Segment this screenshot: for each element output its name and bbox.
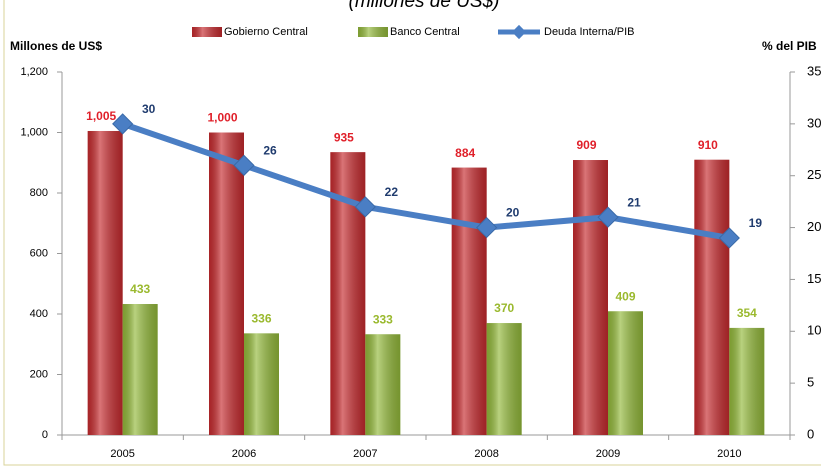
y2-tick-label: 5 (807, 375, 814, 390)
y-tick-label: 400 (30, 308, 48, 320)
data-label: 22 (385, 185, 399, 199)
data-label: 884 (455, 146, 475, 160)
bar-shine (122, 304, 158, 435)
bar-shine (244, 333, 279, 435)
x-tick-label: 2007 (353, 448, 377, 460)
line-marker (233, 154, 255, 176)
bar-shine (573, 160, 608, 435)
data-label: 1,005 (86, 109, 116, 123)
data-label: 433 (130, 282, 150, 296)
data-label: 910 (698, 138, 718, 152)
bar-shine (365, 334, 401, 435)
data-label: 354 (737, 306, 757, 320)
legend-swatch-shine (192, 27, 222, 37)
bar-shine (608, 311, 643, 435)
legend-swatch-marker (511, 24, 527, 40)
y-tick-label: 0 (42, 429, 48, 441)
y-tick-label: 800 (30, 187, 48, 199)
chart-border (3, 0, 821, 466)
bar-shine (486, 323, 522, 435)
x-tick-label: 2010 (717, 448, 741, 460)
data-label: 26 (263, 144, 277, 158)
bar-shine (729, 327, 765, 435)
data-label: 1,000 (207, 111, 237, 125)
data-label: 20 (506, 206, 520, 220)
y-tick-label: 200 (30, 368, 48, 380)
line-marker (718, 227, 740, 249)
data-label: 935 (334, 130, 354, 144)
y2-tick-label: 20 (807, 219, 821, 234)
y-tick-label: 600 (30, 247, 48, 259)
legend-swatch-shine (358, 27, 388, 37)
y-axis-label: Millones de US$ (10, 39, 102, 53)
line-marker (354, 196, 376, 218)
data-label: 909 (576, 138, 596, 152)
chart-title: (millones de US$) (349, 0, 500, 12)
line-marker (597, 206, 619, 228)
line (121, 121, 730, 241)
bar-shine (209, 132, 244, 435)
y2-tick-label: 0 (807, 426, 814, 441)
y2-tick-label: 35 (807, 63, 821, 78)
data-label: 30 (142, 102, 156, 116)
bar-shine (451, 167, 487, 435)
data-label: 336 (251, 312, 271, 326)
legend-label: Deuda Interna/PIB (544, 26, 635, 38)
data-label: 21 (627, 195, 641, 209)
line-marker (476, 216, 498, 239)
bar-shine (694, 159, 730, 435)
line-marker (112, 113, 134, 135)
legend-label: Gobierno Central (224, 26, 308, 38)
data-label: 333 (373, 312, 393, 326)
x-tick-label: 2008 (474, 448, 498, 460)
y2-axis-label: % del PIB (762, 39, 817, 53)
legend-label: Banco Central (390, 26, 460, 38)
data-label: 370 (494, 301, 514, 315)
x-tick-label: 2006 (232, 448, 256, 460)
y2-tick-label: 15 (807, 271, 821, 286)
bar-shine (87, 130, 123, 436)
x-tick-label: 2009 (596, 448, 620, 460)
y2-tick-label: 10 (807, 323, 821, 338)
x-tick-label: 2005 (110, 448, 134, 460)
y2-tick-label: 25 (807, 167, 821, 182)
y-tick-label: 1,000 (20, 126, 48, 138)
data-label: 409 (615, 289, 635, 303)
data-label: 19 (749, 216, 763, 230)
y2-tick-label: 30 (807, 115, 821, 130)
y-tick-label: 1,200 (20, 66, 48, 78)
